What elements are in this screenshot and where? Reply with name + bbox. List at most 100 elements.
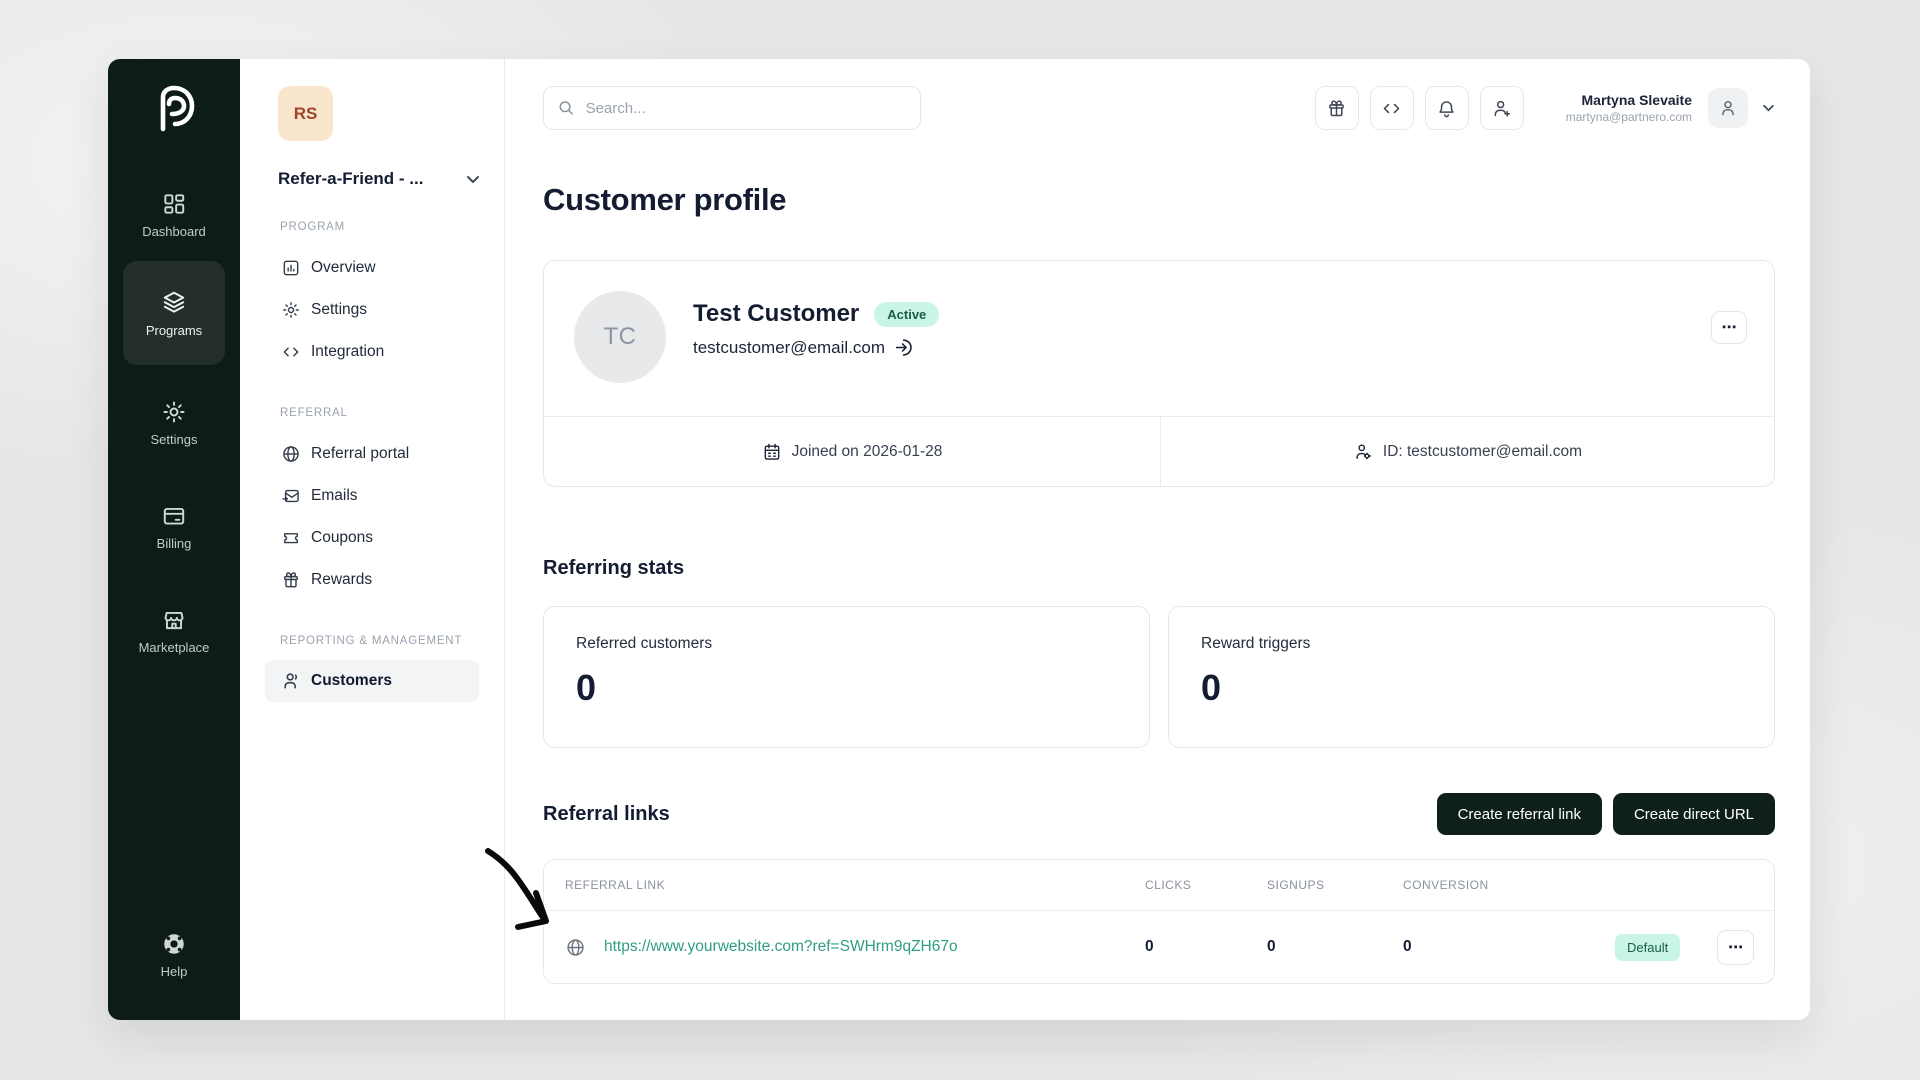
stat-card-reward-triggers: Reward triggers 0 — [1168, 606, 1775, 748]
gift-icon — [284, 571, 298, 587]
column-signups: SIGNUPS — [1267, 878, 1325, 892]
customer-id-text: ID: testcustomer@email.com — [1382, 443, 1583, 460]
chevron-down-icon — [467, 175, 479, 183]
secondary-sidebar: RS Refer-a-Friend - ... PROGRAM Overview… — [240, 59, 505, 1020]
sidebar-item-coupons[interactable]: Coupons — [265, 517, 479, 559]
column-conversion: CONVERSION — [1403, 878, 1489, 892]
sidebar-item-label: Help — [160, 964, 188, 979]
storefront-icon — [164, 611, 184, 630]
layers-icon — [163, 291, 185, 313]
sidebar-item-program-settings[interactable]: Settings — [265, 289, 479, 331]
sidebar-item-label: Settings — [150, 432, 198, 447]
sidebar-item-help[interactable]: Help — [108, 931, 240, 979]
sidebar-item-label: Integration — [311, 342, 385, 360]
sidebar-item-dashboard[interactable]: Dashboard — [108, 191, 240, 239]
sidebar-item-label: Settings — [311, 300, 368, 318]
user-name: Martyna Slevaite — [1581, 92, 1693, 108]
sidebar-item-label: Coupons — [311, 528, 374, 546]
user-menu-caret[interactable] — [1762, 104, 1775, 112]
globe-icon — [567, 938, 584, 956]
sidebar-item-label: Referral portal — [311, 444, 410, 462]
credit-card-icon — [163, 507, 185, 525]
customer-id: ID: testcustomer@email.com — [1161, 417, 1774, 487]
page-title: Customer profile — [543, 182, 787, 217]
users-icon — [284, 673, 298, 689]
sidebar-item-label: Overview — [311, 258, 376, 276]
program-selector[interactable]: Refer-a-Friend - ... — [278, 169, 480, 189]
search-icon — [559, 101, 573, 115]
customer-summary: TC Test Customer Active testcustomer@ema… — [544, 261, 1774, 416]
partnero-logo[interactable] — [108, 83, 240, 133]
create-referral-link-button[interactable]: Create referral link — [1436, 793, 1602, 835]
referral-links-heading: Referral links — [543, 802, 670, 825]
user-id-icon — [1356, 444, 1371, 460]
customer-name: Test Customer — [693, 300, 860, 327]
sidebar-item-programs[interactable]: Programs — [123, 261, 225, 365]
topbar: Martyna Slevaite martyna@partnero.com — [543, 86, 1775, 130]
customer-email: testcustomer@email.com — [693, 337, 886, 357]
sidebar-item-settings[interactable]: Settings — [108, 399, 240, 447]
workspace-avatar[interactable]: RS — [278, 86, 333, 141]
row-menu-button[interactable]: ⋯ — [1717, 929, 1754, 965]
sidebar-item-label: Dashboard — [142, 224, 206, 239]
sidebar-item-emails[interactable]: Emails — [265, 475, 479, 517]
user-email: martyna@partnero.com — [1565, 110, 1692, 124]
search-box[interactable] — [543, 86, 921, 130]
sidebar-item-marketplace[interactable]: Marketplace — [108, 607, 240, 655]
stat-value: 0 — [1201, 667, 1222, 708]
signups-value: 0 — [1267, 938, 1276, 955]
sidebar-item-label: Programs — [145, 322, 203, 338]
referring-stats-heading: Referring stats — [543, 557, 685, 579]
user-plus-icon — [1494, 100, 1511, 117]
table-header-row: REFERRAL LINK CLICKS SIGNUPS CONVERSION — [544, 860, 1774, 911]
create-direct-url-button[interactable]: Create direct URL — [1612, 793, 1775, 835]
sidebar-item-billing[interactable]: Billing — [108, 503, 240, 551]
search-input[interactable] — [585, 99, 906, 117]
conversion-value: 0 — [1403, 938, 1412, 955]
calendar-icon — [764, 443, 779, 460]
sidebar-item-label: Customers — [311, 672, 392, 690]
email-icon — [282, 489, 299, 502]
section-label-program: PROGRAM — [280, 221, 346, 233]
sidebar-item-label: Marketplace — [138, 640, 210, 655]
sidebar-item-label: Rewards — [311, 570, 373, 588]
program-name: Refer-a-Friend - ... — [278, 169, 424, 188]
sidebar-item-integration[interactable]: Integration — [265, 331, 479, 373]
sidebar-item-customers[interactable]: Customers — [265, 660, 479, 703]
login-icon[interactable] — [894, 337, 915, 358]
chart-icon — [283, 260, 299, 276]
gear-icon — [163, 401, 185, 423]
ticket-icon — [284, 532, 298, 543]
invite-user-button[interactable] — [1479, 86, 1524, 130]
sidebar-item-rewards[interactable]: Rewards — [265, 559, 479, 601]
referral-links-table: REFERRAL LINK CLICKS SIGNUPS CONVERSION … — [543, 859, 1775, 984]
globe-icon — [283, 445, 299, 462]
code-icon — [283, 347, 299, 357]
bell-icon — [1439, 100, 1454, 117]
stat-label: Reward triggers — [1201, 635, 1311, 652]
chevron-down-icon — [1763, 104, 1774, 112]
referral-link-url[interactable]: https://www.yourwebsite.com?ref=SWHrm9qZ… — [604, 938, 958, 955]
integration-button[interactable] — [1369, 86, 1414, 130]
rewards-button[interactable] — [1314, 86, 1359, 130]
sidebar-item-referral-portal[interactable]: Referral portal — [265, 433, 479, 475]
customer-profile-card: TC Test Customer Active testcustomer@ema… — [543, 260, 1775, 487]
user-avatar-button[interactable] — [1708, 88, 1748, 128]
stats-row: Referred customers 0 Reward triggers 0 — [543, 606, 1775, 748]
table-row: https://www.yourwebsite.com?ref=SWHrm9qZ… — [544, 911, 1774, 983]
section-label-reporting: REPORTING & MANAGEMENT — [280, 634, 463, 647]
app-window: Dashboard Programs Settings Billing — [108, 59, 1810, 1020]
customer-menu-button[interactable]: ⋯ — [1711, 311, 1747, 344]
stat-value: 0 — [576, 667, 597, 708]
stat-label: Referred customers — [576, 635, 713, 652]
sidebar-item-overview[interactable]: Overview — [265, 247, 479, 289]
joined-text: Joined on 2026-01-28 — [791, 443, 943, 460]
default-badge: Default — [1615, 933, 1681, 961]
gear-icon — [283, 301, 299, 318]
lifebuoy-icon — [164, 934, 184, 954]
notifications-button[interactable] — [1424, 86, 1469, 130]
sidebar-item-label: Emails — [311, 486, 358, 504]
dashboard-icon — [164, 194, 185, 214]
topbar-icon-buttons — [1314, 86, 1524, 130]
user-menu[interactable]: Martyna Slevaite martyna@partnero.com — [1566, 92, 1692, 124]
